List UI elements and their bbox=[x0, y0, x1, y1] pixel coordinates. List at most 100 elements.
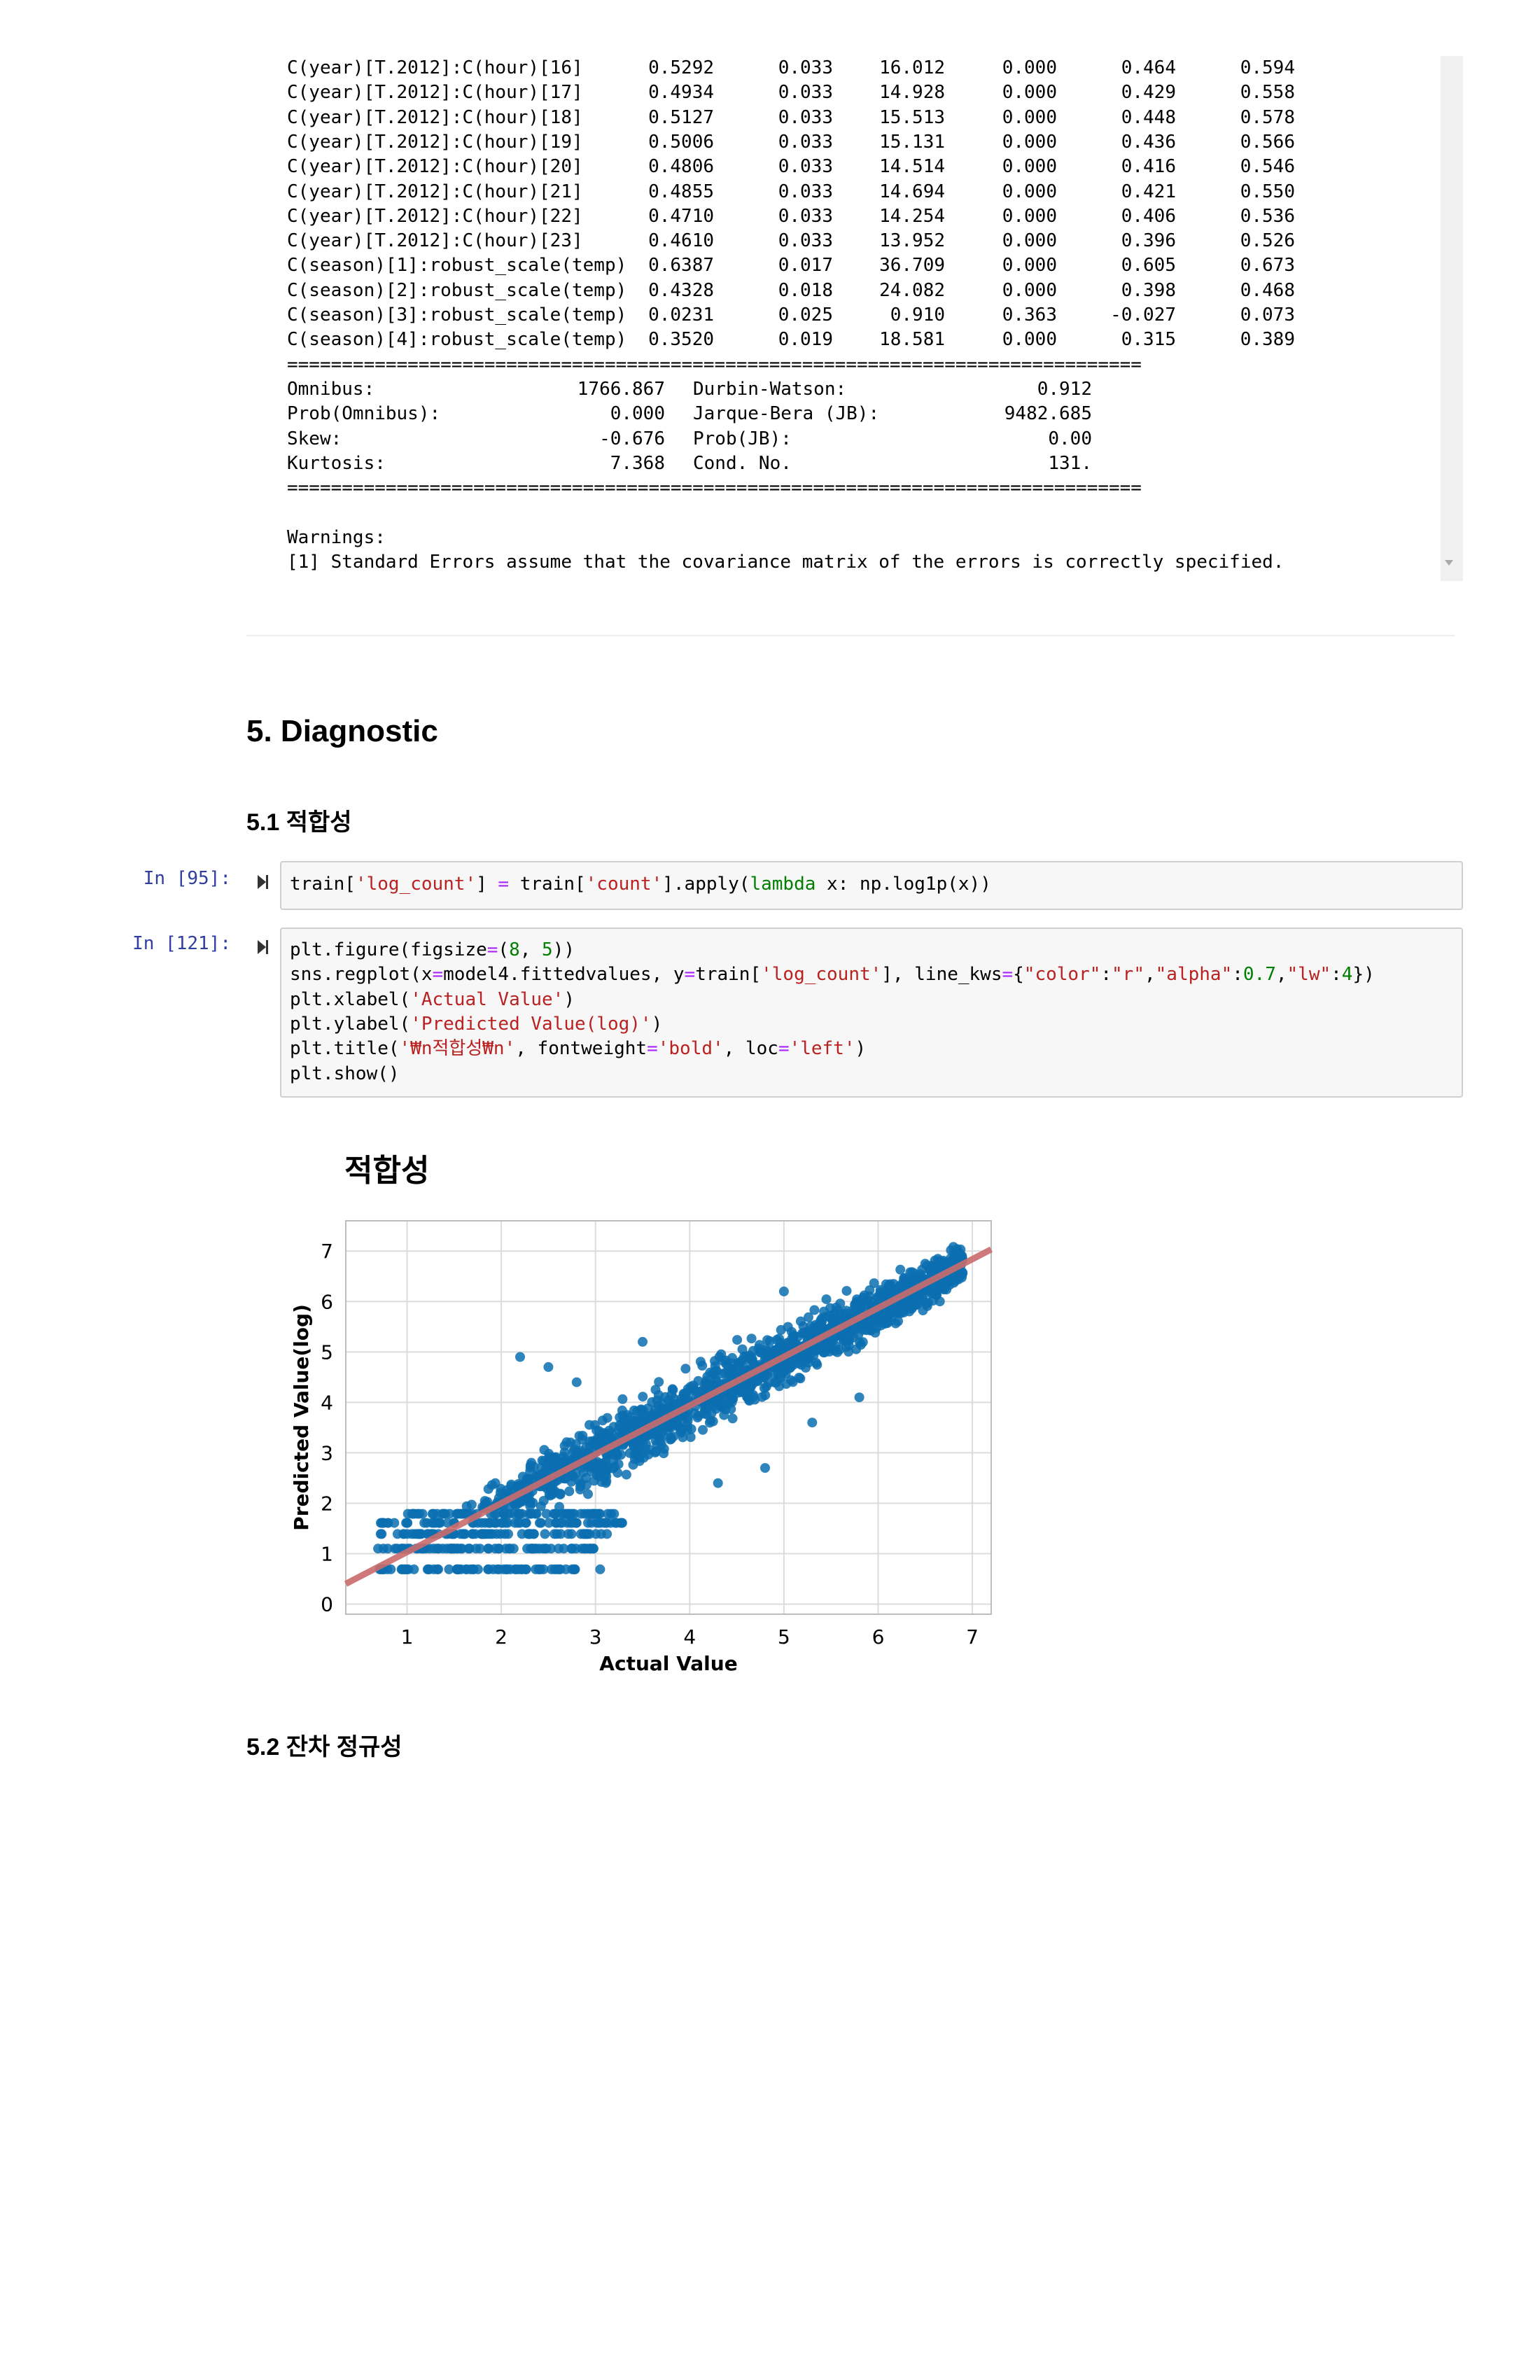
scatter-point bbox=[503, 1518, 513, 1528]
scatter-point bbox=[764, 1378, 775, 1387]
scatter-point bbox=[737, 1344, 748, 1354]
diagnostic-label: Jarque-Bera (JB): bbox=[693, 403, 880, 425]
scatter-point bbox=[832, 1347, 843, 1357]
scatter-point bbox=[918, 1306, 928, 1315]
code-token: 'count' bbox=[585, 874, 663, 895]
scatter-point bbox=[949, 1247, 959, 1257]
output-scrollbar[interactable] bbox=[1441, 56, 1463, 581]
ci-high-value: 0.073 bbox=[1240, 304, 1295, 326]
scatter-point bbox=[715, 1399, 725, 1409]
scatter-point bbox=[824, 1311, 834, 1321]
code-token: = bbox=[498, 874, 510, 895]
coef-name: C(year)[T.2012]:C(hour)[17] bbox=[287, 82, 583, 104]
scatter-point bbox=[743, 1394, 754, 1405]
scatter-point bbox=[682, 1393, 692, 1404]
code-token: ] bbox=[476, 874, 498, 895]
scatter-point bbox=[926, 1286, 937, 1296]
scatter-point bbox=[926, 1261, 937, 1271]
scatter-point bbox=[402, 1518, 412, 1528]
coef-value: 0.4855 bbox=[648, 181, 714, 202]
scatter-point bbox=[608, 1456, 618, 1466]
code-token: 4 bbox=[1341, 964, 1353, 986]
scatter-point bbox=[628, 1460, 638, 1470]
run-cell-icon[interactable] bbox=[256, 874, 269, 890]
scatter-point bbox=[693, 1376, 704, 1386]
scatter-point bbox=[596, 1460, 607, 1470]
scatter-point bbox=[699, 1408, 709, 1419]
scatter-point bbox=[466, 1499, 477, 1510]
code-token: 'Predicted Value(log)' bbox=[410, 1013, 652, 1035]
scatter-point bbox=[747, 1354, 757, 1364]
code-token: train[ bbox=[290, 874, 356, 895]
run-cell-icon[interactable] bbox=[256, 939, 269, 955]
ci-high-value: 0.594 bbox=[1240, 57, 1295, 78]
ci-high-value: 0.468 bbox=[1240, 279, 1295, 301]
scatter-point bbox=[704, 1418, 715, 1428]
code-line: sns.regplot(x=model4.fittedvalues, y=tra… bbox=[290, 962, 1375, 987]
scatter-point bbox=[548, 1508, 559, 1519]
scatter-point bbox=[602, 1529, 612, 1539]
scatter-point bbox=[472, 1518, 483, 1528]
scatter-point bbox=[857, 1322, 867, 1332]
code-token: ) bbox=[651, 1013, 663, 1035]
ci-low-value: 0.396 bbox=[1121, 230, 1176, 252]
scatter-point bbox=[899, 1307, 909, 1317]
scatter-point bbox=[713, 1478, 723, 1488]
code-token: { bbox=[1013, 964, 1024, 986]
diagnostic-value: 0.000 bbox=[610, 403, 665, 425]
scatter-point bbox=[612, 1468, 623, 1478]
scatter-point bbox=[895, 1264, 906, 1275]
y-axis-label: Predicted Value(log) bbox=[290, 1304, 313, 1531]
p-value: 0.000 bbox=[1002, 279, 1057, 301]
scatter-point bbox=[615, 1518, 626, 1528]
diagnostic-value: 9482.685 bbox=[1004, 403, 1092, 425]
code-token: "alpha" bbox=[1155, 964, 1233, 986]
coef-name: C(year)[T.2012]:C(hour)[23] bbox=[287, 230, 583, 252]
diagnostic-value: -0.676 bbox=[599, 428, 665, 449]
scatter-point bbox=[788, 1359, 799, 1370]
scatter-point bbox=[596, 1518, 606, 1528]
y-tick-label: 0 bbox=[321, 1593, 333, 1616]
scatter-point bbox=[666, 1434, 676, 1444]
t-value: 13.952 bbox=[879, 230, 945, 252]
scatter-point bbox=[547, 1480, 557, 1491]
scatter-point bbox=[617, 1394, 628, 1404]
scatter-point bbox=[869, 1278, 879, 1289]
scatter-point bbox=[452, 1544, 463, 1554]
scatter-point bbox=[745, 1382, 755, 1393]
scatter-point bbox=[603, 1508, 613, 1519]
scatter-point bbox=[465, 1564, 476, 1574]
code-cell-input[interactable] bbox=[280, 927, 1463, 1098]
scatter-point bbox=[855, 1340, 866, 1350]
scatter-point bbox=[678, 1432, 688, 1443]
subsection-heading-fit: 5.1 적합성 bbox=[246, 809, 352, 836]
scatter-point bbox=[559, 1474, 568, 1484]
ci-high-value: 0.536 bbox=[1240, 205, 1295, 227]
scatter-point bbox=[710, 1361, 720, 1371]
code-token: 0.7 bbox=[1242, 964, 1276, 986]
scatter-point bbox=[650, 1448, 661, 1457]
scatter-point bbox=[575, 1484, 585, 1494]
ci-high-value: 0.558 bbox=[1240, 82, 1295, 104]
scatter-point bbox=[453, 1564, 463, 1574]
scatter-point bbox=[732, 1335, 743, 1345]
scatter-point bbox=[778, 1286, 789, 1296]
scroll-down-arrow-icon[interactable] bbox=[1445, 560, 1453, 566]
code-token: , bbox=[519, 939, 542, 960]
coef-value: 0.5292 bbox=[648, 57, 714, 78]
scatter-point bbox=[905, 1267, 916, 1278]
scatter-point bbox=[525, 1529, 535, 1539]
cell-output-area[interactable] bbox=[280, 56, 1463, 581]
ci-high-value: 0.526 bbox=[1240, 230, 1295, 252]
code-cell-input[interactable] bbox=[280, 861, 1463, 910]
scatter-point bbox=[463, 1544, 474, 1554]
ci-high-value: 0.673 bbox=[1240, 255, 1295, 276]
scatter-point bbox=[444, 1564, 454, 1574]
scatter-point bbox=[636, 1404, 646, 1415]
scatter-chart: 1 2 3 4 5 6 7 0 1 2 3 4 5 6 7 Actual Value Predicted Val… bbox=[290, 1220, 993, 1675]
scatter-point bbox=[746, 1334, 757, 1344]
section-heading: 5. Diagnostic bbox=[246, 714, 438, 748]
code-token: ], line_kws bbox=[881, 964, 1002, 986]
scatter-point bbox=[541, 1508, 552, 1519]
diagnostic-value: 0.912 bbox=[1037, 378, 1092, 400]
